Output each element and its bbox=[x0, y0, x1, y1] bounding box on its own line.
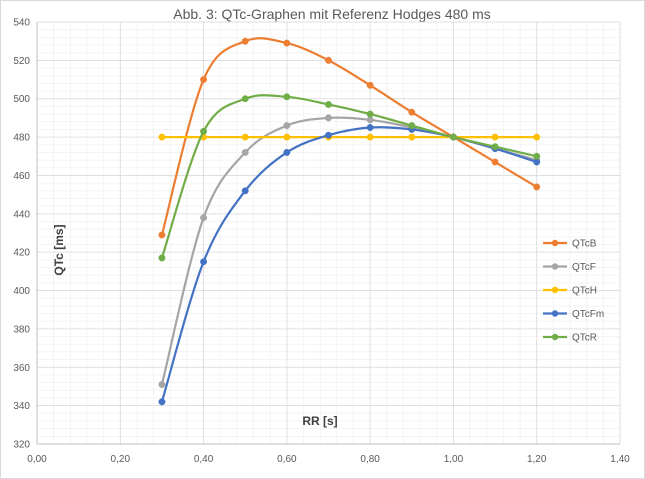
series-line-qtcr bbox=[160, 94, 538, 260]
y-tick-label: 380 bbox=[13, 324, 30, 335]
legend-entry-qtcfm: QTcFm bbox=[543, 309, 604, 320]
data-point-qtcb bbox=[491, 158, 499, 166]
legend-entry-qtcb: QTcB bbox=[543, 239, 597, 250]
data-point-qtcb bbox=[325, 56, 332, 64]
data-point-qtcfm bbox=[283, 148, 291, 156]
data-point-qtcf bbox=[158, 381, 166, 388]
legend-marker-qtcr bbox=[551, 333, 559, 341]
x-tick-label: 1,20 bbox=[527, 454, 547, 465]
data-point-qtcb bbox=[158, 231, 166, 239]
data-point-qtcfm bbox=[325, 131, 332, 139]
legend-entry-qtch: QTcH bbox=[543, 286, 597, 297]
data-point-qtch bbox=[533, 133, 541, 141]
data-point-qtch bbox=[491, 133, 499, 141]
data-point-qtcfm bbox=[241, 187, 249, 195]
data-point-qtcr bbox=[200, 127, 208, 135]
data-point-qtcr bbox=[491, 143, 499, 151]
chart-title: Abb. 3: QTc-Graphen mit Referenz Hodges … bbox=[173, 6, 490, 22]
x-tick-label: 0,80 bbox=[360, 454, 380, 465]
data-point-qtcb bbox=[533, 183, 541, 191]
data-point-qtcr bbox=[283, 93, 291, 101]
data-point-qtcr bbox=[325, 101, 332, 108]
legend-label-qtcr: QTcR bbox=[572, 333, 597, 344]
legend-marker-qtcf bbox=[551, 263, 559, 270]
data-point-qtcfm bbox=[158, 398, 166, 406]
x-tick-label: 0,00 bbox=[27, 454, 47, 465]
legend-label-qtch: QTcH bbox=[572, 286, 597, 297]
data-point-qtcb bbox=[200, 76, 208, 83]
y-tick-label: 360 bbox=[13, 363, 30, 374]
data-point-qtcfm bbox=[200, 258, 208, 266]
legend-marker-qtcfm bbox=[551, 310, 559, 317]
x-tick-label: 1,00 bbox=[444, 454, 464, 465]
data-point-qtcf bbox=[325, 114, 332, 122]
data-point-qtcf bbox=[200, 214, 208, 222]
data-point-qtch bbox=[283, 133, 291, 141]
y-tick-label: 500 bbox=[13, 94, 30, 105]
y-tick-label: 520 bbox=[13, 56, 30, 67]
x-tick-label: 0,40 bbox=[194, 454, 214, 465]
data-point-qtcr bbox=[449, 133, 457, 141]
data-point-qtcr bbox=[241, 95, 249, 103]
data-point-qtcr bbox=[533, 152, 541, 160]
data-point-qtcfm bbox=[366, 124, 374, 131]
series-qtcr bbox=[158, 93, 541, 262]
axes bbox=[36, 22, 620, 445]
y-tick-label: 440 bbox=[13, 209, 30, 220]
data-point-qtcr bbox=[408, 122, 416, 130]
data-point-qtcf bbox=[283, 122, 291, 130]
series-layer bbox=[158, 37, 541, 406]
y-tick-label: 540 bbox=[13, 18, 30, 29]
data-point-qtch bbox=[366, 133, 374, 141]
series-qtch bbox=[158, 133, 541, 141]
data-point-qtcfm bbox=[533, 158, 541, 166]
legend-label-qtcfm: QTcFm bbox=[572, 309, 604, 320]
legend-label-qtcf: QTcF bbox=[572, 262, 596, 273]
legend-entry-qtcr: QTcR bbox=[543, 333, 597, 344]
data-point-qtch bbox=[241, 133, 249, 141]
y-tick-label: 320 bbox=[13, 440, 30, 451]
data-point-qtcr bbox=[366, 110, 374, 118]
data-point-qtcb bbox=[241, 37, 249, 45]
data-point-qtcr bbox=[158, 254, 166, 262]
data-point-qtcb bbox=[366, 81, 374, 89]
y-axis-title: QTc [ms] bbox=[52, 224, 66, 275]
legend-entry-qtcf: QTcF bbox=[543, 262, 596, 273]
data-point-qtcf bbox=[366, 116, 374, 124]
x-tick-label: 1,40 bbox=[610, 454, 630, 465]
y-tick-label: 400 bbox=[13, 286, 30, 297]
data-point-qtch bbox=[408, 133, 416, 141]
data-point-qtcb bbox=[408, 108, 416, 116]
y-tick-label: 340 bbox=[13, 401, 30, 412]
tick-labels: 0,00 0,20 0,40 0,60 0,80 1,00 1,20 1,40 320 340 36… bbox=[13, 18, 630, 466]
x-tick-label: 0,20 bbox=[111, 454, 131, 465]
legend: QTcB QTcF QTcH QTcFm QTcR bbox=[543, 239, 604, 344]
x-axis-title: RR [s] bbox=[302, 414, 337, 428]
legend-marker-qtch bbox=[551, 286, 559, 294]
data-point-qtch bbox=[158, 133, 166, 141]
y-tick-label: 460 bbox=[13, 171, 30, 182]
y-tick-label: 420 bbox=[13, 248, 30, 259]
legend-marker-qtcb bbox=[551, 239, 559, 247]
x-tick-label: 0,60 bbox=[277, 454, 297, 465]
y-tick-label: 480 bbox=[13, 133, 30, 144]
data-point-qtcf bbox=[241, 148, 249, 156]
legend-label-qtcb: QTcB bbox=[572, 239, 597, 250]
data-point-qtcb bbox=[283, 39, 291, 47]
